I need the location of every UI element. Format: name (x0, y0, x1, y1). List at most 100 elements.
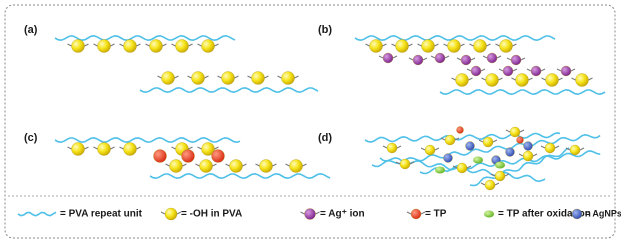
bond (295, 76, 299, 78)
bond (471, 58, 475, 60)
ag-ion (435, 53, 445, 63)
oh-group (457, 163, 467, 173)
bond (423, 58, 427, 60)
bond (409, 44, 413, 46)
oh-group (510, 127, 520, 137)
pva-chain (440, 90, 605, 94)
bond (481, 69, 485, 71)
bond (120, 147, 124, 149)
ag-np (506, 148, 515, 157)
oh-group (222, 72, 235, 85)
bond (409, 58, 413, 60)
bond (215, 147, 219, 149)
oh-group (425, 145, 435, 155)
bond (445, 56, 449, 58)
ag-np (444, 154, 453, 163)
legend-icon (305, 209, 316, 220)
bond (572, 78, 576, 80)
oh-group (448, 40, 461, 53)
bond (166, 164, 170, 166)
legend-label: = -OH in PVA (181, 209, 242, 220)
frame (5, 5, 615, 238)
legend-icon (165, 208, 177, 220)
bond (366, 44, 370, 46)
bond (506, 130, 510, 132)
tp (182, 150, 195, 163)
oh-group (202, 40, 215, 53)
bond (198, 147, 202, 149)
bond (470, 44, 474, 46)
tp-oxidized (473, 157, 483, 164)
ag-ion (561, 66, 571, 76)
ag-ion (413, 55, 423, 65)
bond (495, 183, 499, 185)
legend-icon (572, 209, 582, 219)
bond (215, 44, 219, 46)
oh-group (176, 40, 189, 53)
bond (183, 164, 187, 166)
oh-group (500, 40, 513, 53)
legend-label: = Ag⁺ ion (320, 209, 365, 220)
oh-group (230, 160, 243, 173)
oh-group (516, 74, 529, 87)
bond (512, 78, 516, 80)
bond (205, 76, 209, 78)
bond (383, 44, 387, 46)
oh-group (72, 143, 85, 156)
oh-group (72, 40, 85, 53)
oh-group (474, 40, 487, 53)
bond (507, 58, 511, 60)
bond (541, 146, 545, 148)
bond (513, 69, 517, 71)
bond (172, 44, 176, 46)
ag-ion (503, 66, 513, 76)
tp (517, 137, 524, 144)
bond (496, 44, 500, 46)
bond (172, 147, 176, 149)
ag-ion (383, 53, 393, 63)
legend-icon (484, 211, 494, 218)
bond (120, 44, 124, 46)
bond (452, 78, 456, 80)
bond (235, 76, 239, 78)
ag-ion (511, 55, 521, 65)
bond (499, 69, 503, 71)
bond (303, 164, 307, 166)
bond (286, 164, 290, 166)
bond (189, 44, 193, 46)
tp (154, 150, 167, 163)
panel-label: (c) (24, 132, 38, 144)
bond (198, 44, 202, 46)
oh-group (170, 160, 183, 173)
bond (146, 44, 150, 46)
bond (527, 69, 531, 71)
bond (487, 44, 491, 46)
legend-label: = TP (425, 209, 447, 220)
legend-label: = AgNPs (585, 208, 621, 218)
pva-chain (18, 212, 56, 216)
bond (175, 76, 179, 78)
panel-label: (d) (318, 132, 332, 144)
bond (497, 56, 501, 58)
bond (533, 154, 537, 156)
oh-group (98, 143, 111, 156)
bond (85, 147, 89, 149)
bond (256, 164, 260, 166)
oh-group (570, 145, 580, 155)
bond (483, 56, 487, 58)
tp (457, 127, 464, 134)
bond (529, 78, 533, 80)
bond (158, 76, 162, 78)
bond (265, 76, 269, 78)
oh-group (523, 151, 533, 161)
tp-oxidized (435, 167, 445, 174)
bond (435, 148, 439, 150)
oh-group (162, 72, 175, 85)
ag-ion (461, 55, 471, 65)
bond (392, 44, 396, 46)
oh-group (387, 143, 397, 153)
illustration (18, 36, 605, 220)
bond (479, 140, 483, 142)
bond (519, 154, 523, 156)
bond (461, 44, 465, 46)
